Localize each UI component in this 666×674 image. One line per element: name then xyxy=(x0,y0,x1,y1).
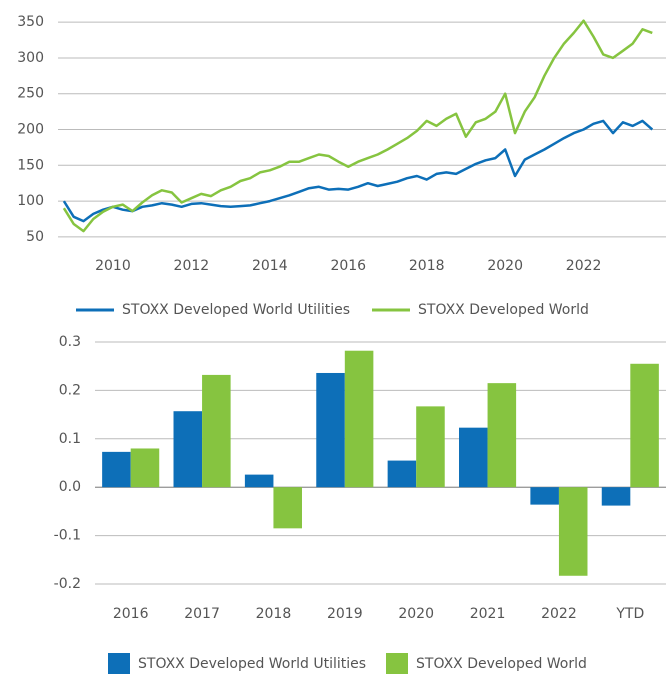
y-tick-label: 0.2 xyxy=(59,382,81,398)
y-tick-label: -0.2 xyxy=(54,576,81,592)
y-tick-label: 150 xyxy=(17,157,44,173)
bar xyxy=(530,487,559,505)
legend-label: STOXX Developed World Utilities xyxy=(122,302,350,318)
y-tick-label: 100 xyxy=(17,193,44,209)
bar xyxy=(487,383,517,488)
line-series xyxy=(62,19,653,233)
bar xyxy=(130,448,160,488)
line-series xyxy=(62,119,654,223)
bar xyxy=(344,350,374,488)
y-tick-label: -0.1 xyxy=(54,528,81,544)
bar xyxy=(273,487,302,529)
bar xyxy=(601,487,631,506)
x-tick-label: 2010 xyxy=(95,258,131,274)
y-tick-label: 300 xyxy=(17,50,44,66)
y-tick-label: 50 xyxy=(26,229,44,245)
bar xyxy=(316,372,345,488)
bar xyxy=(102,451,131,488)
bar xyxy=(202,374,231,488)
legend-label: STOXX Developed World Utilities xyxy=(138,656,366,672)
legend-label: STOXX Developed World xyxy=(418,302,589,318)
y-tick-label: 0.3 xyxy=(59,334,81,350)
legend-label: STOXX Developed World xyxy=(416,656,587,672)
x-tick-label: YTD xyxy=(615,606,644,622)
x-tick-label: 2022 xyxy=(566,258,602,274)
x-tick-label: 2018 xyxy=(409,258,445,274)
bar xyxy=(387,460,417,488)
y-tick-label: 0.0 xyxy=(59,479,81,495)
bar xyxy=(558,487,588,576)
bar xyxy=(416,406,445,488)
bar xyxy=(244,474,274,488)
y-tick-label: 200 xyxy=(17,122,44,138)
bar xyxy=(630,363,659,488)
x-tick-label: 2021 xyxy=(470,606,506,622)
y-tick-label: 250 xyxy=(17,86,44,102)
x-tick-label: 2014 xyxy=(252,258,288,274)
x-tick-label: 2022 xyxy=(541,606,577,622)
x-tick-label: 2018 xyxy=(256,606,292,622)
legend-swatch xyxy=(386,653,408,674)
x-tick-label: 2016 xyxy=(330,258,366,274)
x-tick-label: 2019 xyxy=(327,606,363,622)
bar xyxy=(459,427,488,488)
bar xyxy=(173,411,203,488)
legend-swatch xyxy=(108,653,130,674)
y-tick-label: 0.1 xyxy=(59,431,81,447)
y-tick-label: 350 xyxy=(17,14,44,30)
x-tick-label: 2012 xyxy=(174,258,210,274)
x-tick-label: 2020 xyxy=(487,258,523,274)
x-tick-label: 2016 xyxy=(113,606,149,622)
x-tick-label: 2017 xyxy=(184,606,220,622)
x-tick-label: 2020 xyxy=(398,606,434,622)
